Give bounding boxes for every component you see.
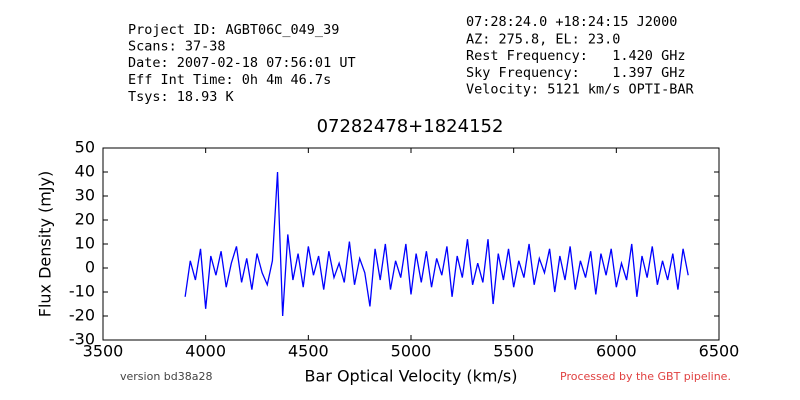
plot-frame bbox=[102, 147, 720, 341]
y-tick-label: 10 bbox=[75, 234, 95, 253]
x-tick-label: 4500 bbox=[288, 342, 329, 361]
x-axis-label: Bar Optical Velocity (km/s) bbox=[305, 367, 518, 386]
y-tick-label: -10 bbox=[69, 282, 95, 301]
y-tick-label: 20 bbox=[75, 210, 95, 229]
x-tick-label: 5000 bbox=[391, 342, 432, 361]
y-tick-label: 30 bbox=[75, 186, 95, 205]
header-line: 07:28:24.0 +18:24:15 J2000 bbox=[466, 14, 677, 30]
x-tick-label: 3500 bbox=[83, 342, 124, 361]
header-line: Velocity: 5121 km/s OPTI-BAR bbox=[466, 82, 694, 98]
y-tick-label: -20 bbox=[69, 306, 95, 325]
header-line: Eff Int Time: 0h 4m 46.7s bbox=[128, 72, 331, 88]
header-line: AZ: 275.8, EL: 23.0 bbox=[466, 32, 620, 48]
y-axis-label: Flux Density (mJy) bbox=[36, 171, 55, 318]
header-line: Sky Frequency: 1.397 GHz bbox=[466, 65, 685, 81]
y-tick-label: 40 bbox=[75, 162, 95, 181]
y-tick-label: -30 bbox=[69, 330, 95, 349]
x-tick-label: 6000 bbox=[596, 342, 637, 361]
spectrum-line bbox=[184, 171, 689, 317]
chart-title: 07282478+1824152 bbox=[317, 116, 504, 137]
pipeline-note: Processed by the GBT pipeline. bbox=[560, 370, 731, 383]
x-tick-label: 4000 bbox=[185, 342, 226, 361]
x-tick-label: 5500 bbox=[493, 342, 534, 361]
header-line: Date: 2007-02-18 07:56:01 UT bbox=[128, 55, 356, 71]
x-tick-label: 6500 bbox=[699, 342, 740, 361]
header-line: Scans: 37-38 bbox=[128, 39, 226, 55]
header-line: Tsys: 18.93 K bbox=[128, 89, 235, 105]
y-tick-label: 50 bbox=[75, 138, 95, 157]
header-line: Rest Frequency: 1.420 GHz bbox=[466, 48, 685, 64]
y-tick-label: 0 bbox=[85, 258, 95, 277]
header-line: Project ID: AGBT06C_049_39 bbox=[128, 22, 339, 38]
version: version bd38a28 bbox=[120, 370, 213, 383]
